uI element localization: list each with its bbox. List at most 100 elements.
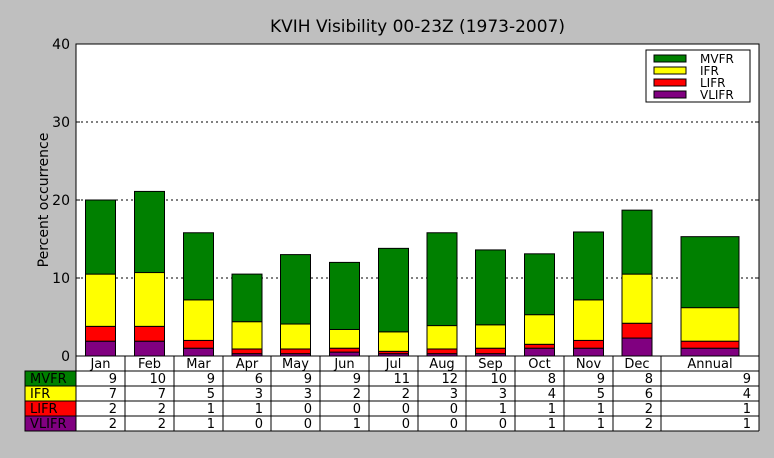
table-cell: 0 (450, 402, 458, 417)
y-axis-label: Percent occurrence (36, 133, 52, 268)
table-cell: 1 (548, 402, 556, 417)
table-cell: 0 (499, 417, 507, 432)
bar-lifr-aug (426, 348, 458, 355)
table-cell: 7 (109, 387, 117, 402)
table-cell: 5 (207, 387, 215, 402)
table-cell: 0 (304, 417, 312, 432)
column-label-aug: Aug (429, 357, 454, 372)
bar-mvfr-nov (573, 231, 604, 301)
row-header-label-lifr: LIFR (30, 402, 58, 417)
table-cell: 9 (353, 372, 361, 387)
y-tick-label: 0 (61, 349, 70, 365)
column-label-jul: Jul (385, 357, 402, 372)
bar-ifr-dec (621, 273, 653, 324)
row-header-label-ifr: IFR (30, 387, 50, 402)
legend-swatch-lifr (653, 78, 687, 87)
table-cell: 9 (207, 372, 215, 387)
bar-vlifr-feb (134, 340, 165, 357)
bar-mvfr-aug (426, 232, 458, 327)
bar-ifr-annual (680, 307, 740, 342)
bar-lifr-nov (573, 339, 604, 349)
bar-vlifr-jun (329, 351, 360, 357)
row-header-label-mvfr: MVFR (30, 372, 67, 387)
chart-title: KVIH Visibility 00-23Z (1973-2007) (270, 17, 565, 37)
table-cell: 9 (109, 372, 117, 387)
table-cell: 2 (402, 387, 410, 402)
bar-lifr-oct (524, 343, 555, 349)
bar-mvfr-feb (134, 190, 165, 274)
y-tick-label: 10 (52, 271, 70, 287)
table-cell: 1 (548, 417, 556, 432)
table-cell: 2 (353, 387, 361, 402)
legend-swatch-ifr (653, 66, 687, 75)
column-label-oct: Oct (528, 357, 550, 372)
table-cell: 1 (207, 417, 215, 432)
table-cell: 2 (645, 402, 653, 417)
bar-lifr-feb (134, 325, 165, 342)
table-cell: 8 (645, 372, 653, 387)
bar-mvfr-jun (329, 261, 360, 330)
y-tick-label: 30 (52, 115, 70, 131)
bar-lifr-annual (680, 340, 740, 349)
legend-swatch-vlifr (653, 90, 687, 99)
table-cell: 9 (597, 372, 605, 387)
column-label-annual: Annual (687, 357, 732, 372)
legend-label-mvfr: MVFR (700, 52, 734, 66)
table-cell: 3 (304, 387, 312, 402)
bar-ifr-aug (426, 325, 458, 350)
table-cell: 9 (743, 372, 751, 387)
table-cell: 5 (597, 387, 605, 402)
bar-ifr-jun (329, 328, 360, 349)
bar-vlifr-jan (85, 340, 116, 357)
bar-ifr-apr (231, 321, 263, 350)
table-cell: 0 (304, 402, 312, 417)
column-label-may: May (282, 357, 309, 372)
table-cell: 2 (109, 417, 117, 432)
bar-vlifr-dec (621, 337, 653, 357)
table-cell: 0 (450, 417, 458, 432)
table-cell: 1 (255, 402, 263, 417)
bar-lifr-jan (85, 325, 116, 342)
table-cell: 1 (743, 417, 751, 432)
table-cell: 10 (149, 372, 166, 387)
column-label-nov: Nov (576, 357, 602, 372)
column-label-jan: Jan (89, 357, 110, 372)
column-label-mar: Mar (186, 357, 211, 372)
table-cell: 0 (402, 417, 410, 432)
table-cell: 1 (743, 402, 751, 417)
row-header-label-vlifr: VLIFR (30, 417, 66, 432)
table-cell: 1 (597, 417, 605, 432)
bar-vlifr-nov (573, 347, 604, 357)
bar-vlifr-oct (524, 347, 555, 357)
column-label-apr: Apr (236, 357, 259, 372)
bar-ifr-nov (573, 299, 604, 341)
table-cell: 3 (255, 387, 263, 402)
table-cell: 11 (393, 372, 410, 387)
bar-ifr-jan (85, 273, 116, 327)
column-label-dec: Dec (624, 357, 649, 372)
table-cell: 10 (490, 372, 507, 387)
table-cell: 1 (353, 417, 361, 432)
bar-mvfr-jul (378, 247, 409, 333)
bar-mvfr-sep (475, 249, 506, 326)
bar-vlifr-mar (183, 347, 214, 357)
bar-mvfr-oct (524, 253, 555, 316)
bar-mvfr-apr (231, 273, 263, 323)
column-label-jun: Jun (333, 357, 354, 372)
table-cell: 7 (158, 387, 166, 402)
legend-label-ifr: IFR (700, 64, 719, 78)
bar-lifr-dec (621, 322, 653, 339)
table-cell: 2 (158, 417, 166, 432)
table-cell: 9 (304, 372, 312, 387)
table-cell: 2 (158, 402, 166, 417)
bar-ifr-may (280, 323, 311, 350)
legend-label-lifr: LIFR (700, 76, 725, 90)
bar-lifr-may (280, 348, 311, 355)
bar-ifr-mar (183, 299, 214, 341)
bar-lifr-mar (183, 339, 214, 349)
bar-mvfr-annual (680, 236, 740, 309)
column-label-sep: Sep (478, 357, 503, 372)
bar-lifr-apr (231, 348, 263, 355)
table-cell: 1 (597, 402, 605, 417)
legend-swatch-mvfr (653, 54, 687, 63)
